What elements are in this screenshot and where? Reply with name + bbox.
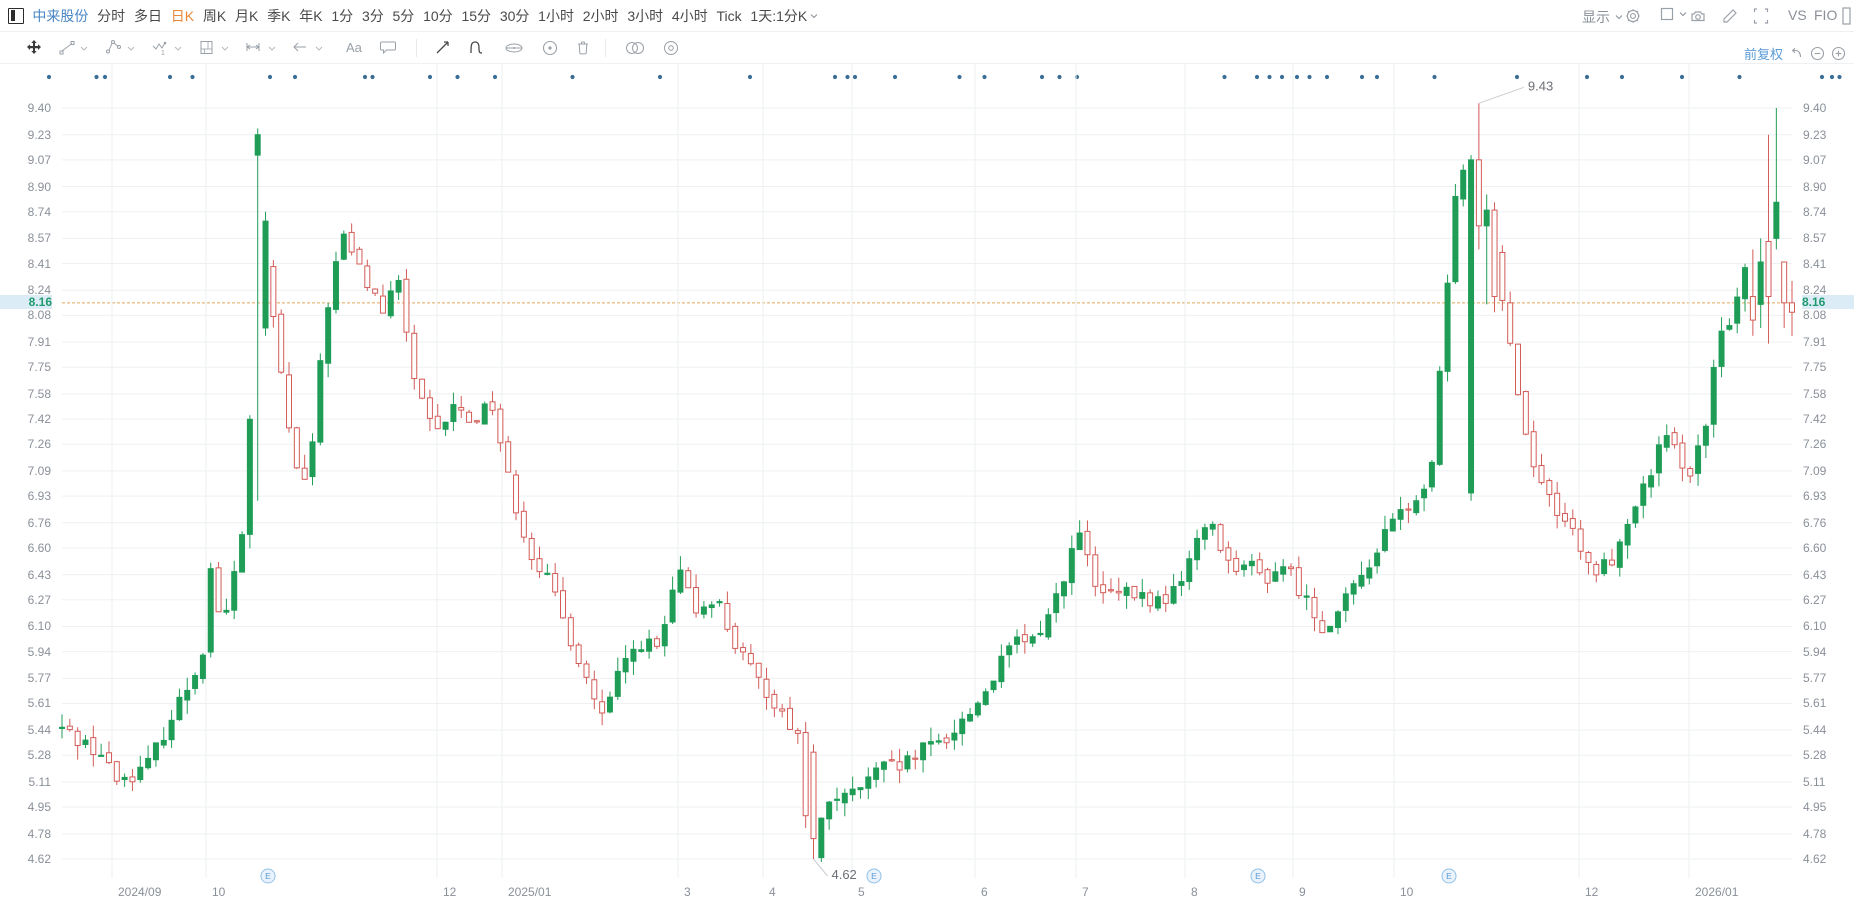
svg-text:Aa: Aa <box>346 40 363 55</box>
svg-text:4.62: 4.62 <box>831 867 856 882</box>
svg-text:1: 1 <box>161 50 165 56</box>
svg-text:E: E <box>1255 871 1261 881</box>
svg-text:E: E <box>871 871 877 881</box>
svg-text:E: E <box>1446 871 1452 881</box>
svg-text:E: E <box>265 871 271 881</box>
svg-text:9.43: 9.43 <box>1528 78 1553 93</box>
